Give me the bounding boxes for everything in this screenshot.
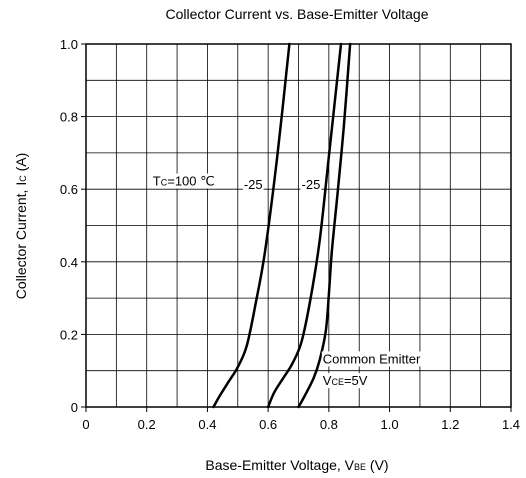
y-tick-labels: 0 0.2 0.4 0.6 0.8 1.0: [60, 37, 86, 415]
x-tick-labels: 0 0.2 0.4 0.6 0.8 1.0 1.2 1.4: [82, 407, 520, 432]
annotation-backdrop: [300, 177, 322, 193]
x-tick-label: 1.4: [502, 417, 520, 432]
annotation-1: TC=100 ℃: [153, 174, 215, 189]
chart-title: Collector Current vs. Base-Emitter Volta…: [166, 6, 429, 22]
annotation-backdrop: [321, 351, 422, 367]
series-layer: [212, 42, 352, 409]
x-tick-label: 1.0: [381, 417, 399, 432]
x-tick-label: 0: [82, 417, 89, 432]
grid: [86, 44, 511, 407]
y-tick-label: 0: [71, 400, 78, 415]
annotation-backdrop: [151, 173, 216, 189]
y-tick-label: 1.0: [60, 37, 78, 52]
x-tick-label: 0.4: [198, 417, 216, 432]
x-tick-label: 0.2: [138, 417, 156, 432]
annotation-2: -25: [244, 177, 263, 192]
x-tick-label: 0.8: [320, 417, 338, 432]
series-line-3: [297, 42, 352, 409]
annotation-3: -25: [302, 177, 321, 192]
annotation-5: VCE=5V: [323, 373, 368, 388]
series-line-1: [212, 42, 291, 409]
plot-frame: [85, 43, 512, 408]
y-tick-label: 0.2: [60, 327, 78, 342]
series-line-2: [266, 42, 343, 409]
annotations: TC=100 ℃ -25 -25 Common Emitter VCE=5V: [151, 173, 422, 389]
x-tick-label: 1.2: [441, 417, 459, 432]
y-axis-label: Collector Current, IC (A): [13, 153, 29, 300]
y-tick-label: 0.6: [60, 182, 78, 197]
y-tick-label: 0.8: [60, 110, 78, 125]
annotation-4: Common Emitter: [323, 351, 421, 366]
x-axis-label: Base-Emitter Voltage, VBE (V): [205, 457, 388, 473]
y-tick-label: 0.4: [60, 255, 78, 270]
x-tick-label: 0.6: [259, 417, 277, 432]
annotation-backdrop: [242, 177, 264, 193]
annotation-backdrop: [321, 373, 369, 389]
